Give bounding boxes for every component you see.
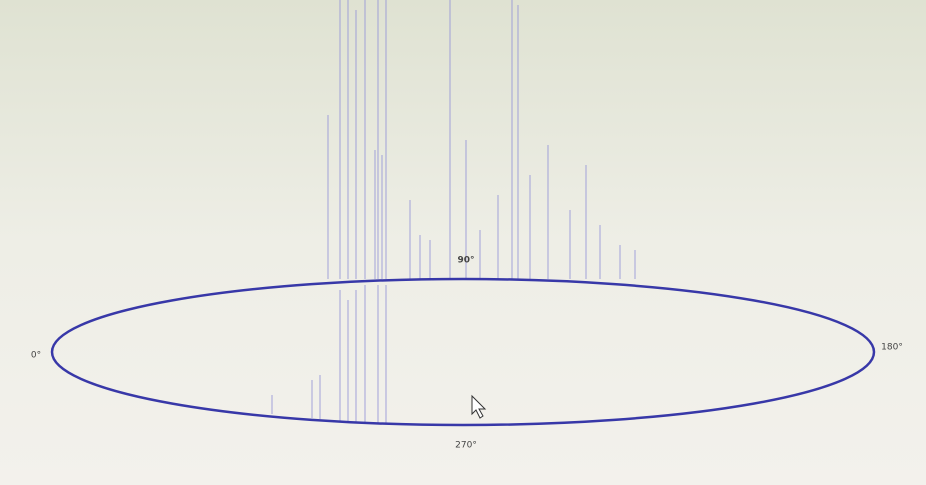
angle-label: 0° <box>31 351 41 361</box>
spikes-above <box>327 0 636 279</box>
angle-label: 270° <box>455 441 477 451</box>
spikes-below <box>271 285 387 424</box>
angle-label: 180° <box>881 343 903 353</box>
angle-label: 90° <box>457 256 474 266</box>
polar-ring <box>50 277 876 427</box>
mouse-cursor <box>471 394 487 419</box>
